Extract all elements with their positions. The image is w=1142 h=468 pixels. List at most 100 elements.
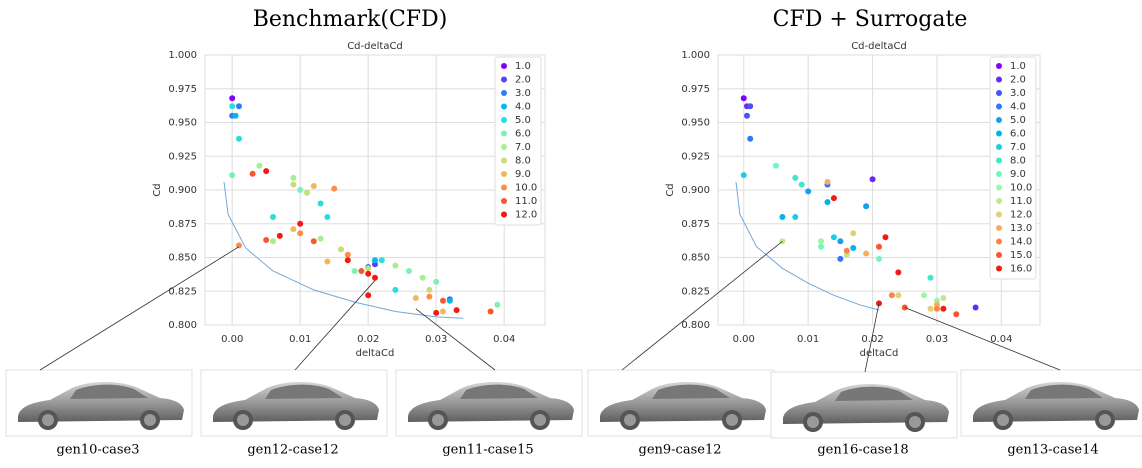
- legend-label: 5.0: [1010, 115, 1026, 126]
- point: [345, 257, 351, 263]
- point: [318, 201, 324, 207]
- point: [352, 268, 358, 274]
- point: [263, 168, 269, 174]
- point: [236, 103, 242, 109]
- point: [270, 214, 276, 220]
- legend-marker: [501, 131, 507, 137]
- point: [824, 179, 830, 185]
- legend-marker: [501, 90, 507, 96]
- point: [365, 292, 371, 298]
- y-axis-label: Cd: [152, 183, 163, 196]
- point: [921, 292, 927, 298]
- point: [805, 188, 811, 194]
- legend-label: 9.0: [1010, 169, 1026, 180]
- y-tick-label: 0.850: [168, 253, 197, 264]
- caption: gen13-case14: [1007, 443, 1098, 458]
- point: [420, 275, 426, 281]
- point: [297, 230, 303, 236]
- legend-label: 10.0: [1010, 183, 1032, 194]
- point: [229, 103, 235, 109]
- legend-label: 3.0: [1010, 88, 1026, 99]
- point: [324, 214, 330, 220]
- point: [392, 263, 398, 269]
- point: [229, 95, 235, 101]
- point: [831, 195, 837, 201]
- y-tick-label: 0.975: [168, 84, 197, 95]
- legend-marker: [996, 185, 1002, 191]
- legend-marker: [996, 225, 1002, 231]
- legend-marker: [996, 90, 1002, 96]
- point: [297, 221, 303, 227]
- point: [779, 214, 785, 220]
- point: [440, 298, 446, 304]
- legend-label: 12.0: [515, 210, 537, 221]
- legend-label: 7.0: [515, 142, 531, 153]
- legend-marker: [501, 171, 507, 177]
- legend-label: 16.0: [1010, 264, 1032, 275]
- point: [863, 250, 869, 256]
- y-tick-label: 0.925: [681, 151, 710, 162]
- chart-subtitle: Cd-deltaCd: [851, 41, 907, 52]
- legend-label: 10.0: [515, 183, 537, 194]
- point: [792, 175, 798, 181]
- point: [365, 271, 371, 277]
- point: [233, 113, 239, 119]
- legend-marker: [501, 198, 507, 204]
- point: [297, 187, 303, 193]
- x-tick-label: 0.00: [733, 334, 755, 345]
- point: [236, 242, 242, 248]
- point: [953, 311, 959, 317]
- legend-marker: [996, 144, 1002, 150]
- caption: gen12-case12: [247, 443, 338, 458]
- legend-label: 6.0: [1010, 129, 1026, 140]
- legend-marker: [996, 171, 1002, 177]
- y-tick-label: 0.950: [681, 118, 710, 129]
- legend-marker: [996, 158, 1002, 164]
- y-tick-label: 0.800: [168, 320, 197, 331]
- point: [338, 246, 344, 252]
- legend-marker: [996, 239, 1002, 245]
- point: [433, 279, 439, 285]
- point: [229, 172, 235, 178]
- x-tick-label: 0.03: [425, 334, 447, 345]
- point: [773, 163, 779, 169]
- x-axis-label: deltaCd: [860, 348, 899, 359]
- legend-marker: [501, 212, 507, 218]
- y-tick-label: 0.900: [168, 185, 197, 196]
- point: [440, 309, 446, 315]
- legend-label: 4.0: [1010, 102, 1026, 113]
- point: [406, 268, 412, 274]
- point: [876, 256, 882, 262]
- point: [277, 233, 283, 239]
- point: [311, 183, 317, 189]
- legend-marker: [996, 104, 1002, 110]
- point: [426, 287, 432, 293]
- legend-label: 1.0: [515, 61, 531, 72]
- legend-marker: [501, 158, 507, 164]
- point: [392, 287, 398, 293]
- point: [454, 307, 460, 313]
- point: [345, 252, 351, 258]
- point: [799, 182, 805, 188]
- y-tick-label: 0.925: [168, 151, 197, 162]
- legend-marker: [996, 266, 1002, 272]
- legend-label: 2.0: [1010, 75, 1026, 86]
- point: [447, 298, 453, 304]
- legend-marker: [501, 144, 507, 150]
- y-tick-label: 0.950: [168, 118, 197, 129]
- y-tick-label: 0.900: [681, 185, 710, 196]
- y-tick-label: 0.800: [681, 320, 710, 331]
- legend-marker: [996, 117, 1002, 123]
- legend-label: 9.0: [515, 169, 531, 180]
- legend-label: 15.0: [1010, 250, 1032, 261]
- point: [324, 259, 330, 265]
- point: [895, 292, 901, 298]
- point: [358, 268, 364, 274]
- point: [250, 171, 256, 177]
- point: [747, 103, 753, 109]
- point: [372, 275, 378, 281]
- legend-marker: [996, 131, 1002, 137]
- point: [850, 230, 856, 236]
- point: [256, 163, 262, 169]
- legend-label: 8.0: [515, 156, 531, 167]
